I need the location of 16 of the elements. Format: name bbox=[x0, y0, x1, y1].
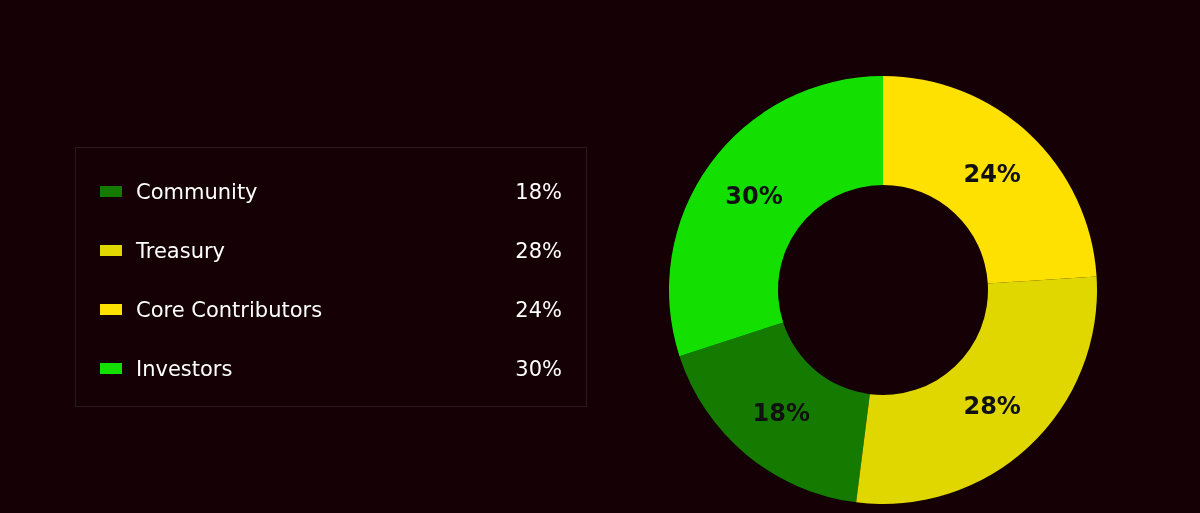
donut-slice bbox=[679, 322, 870, 503]
text: 18% bbox=[515, 179, 562, 204]
legend-label: Core Contributors bbox=[136, 297, 324, 322]
donut-slice bbox=[669, 76, 883, 357]
donut-slice bbox=[883, 76, 1097, 284]
legend-label: Treasury bbox=[136, 238, 226, 263]
data-label: 30% bbox=[515, 356, 562, 381]
data-label: 24% bbox=[963, 159, 1021, 188]
legend-label: Investors bbox=[136, 356, 234, 381]
legend-label: Community bbox=[136, 179, 259, 204]
text: 24% bbox=[515, 297, 562, 322]
text: 30% bbox=[725, 182, 783, 211]
text: 28% bbox=[515, 238, 562, 263]
donut-slice bbox=[856, 276, 1097, 504]
data-label: 18% bbox=[752, 398, 811, 427]
data-label: 28% bbox=[963, 392, 1021, 421]
